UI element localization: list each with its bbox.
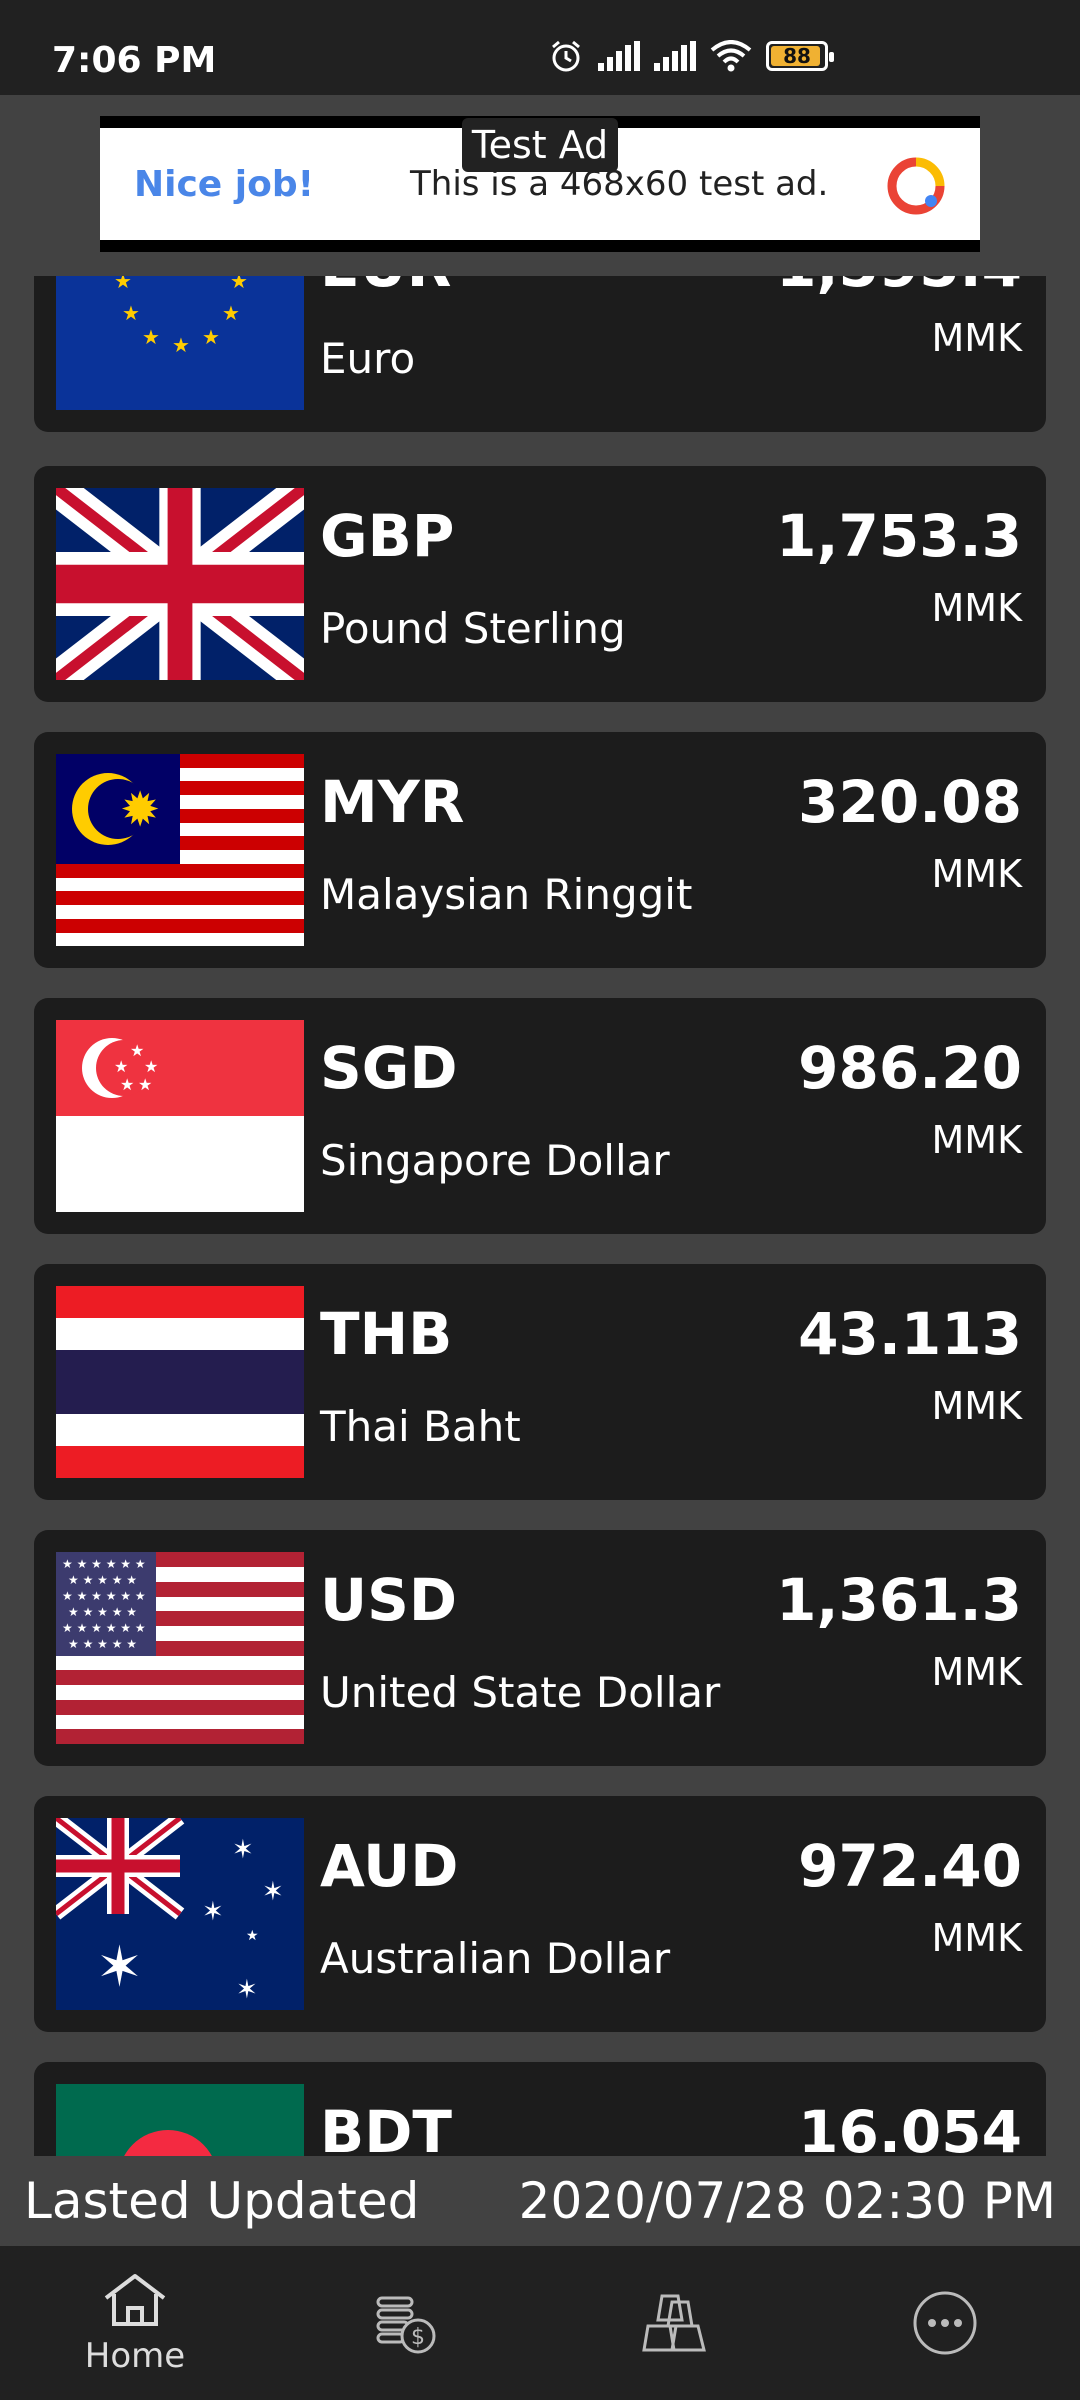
currency-code: USD: [320, 1566, 458, 1634]
svg-text:✶: ✶: [236, 1975, 258, 2005]
currency-rate: 972.40: [798, 1832, 1022, 1900]
svg-text:✶: ✶: [202, 1897, 224, 1927]
currency-name: Thai Baht: [320, 1402, 521, 1451]
currency-rate: 1,361.3: [776, 1566, 1022, 1634]
svg-text:★ ★ ★ ★ ★ ★: ★ ★ ★ ★ ★ ★: [62, 1589, 146, 1603]
alarm-icon: [552, 40, 580, 72]
nav-exchange[interactable]: $: [270, 2246, 540, 2400]
rate-card-gbp[interactable]: GBP Pound Sterling 1,753.3 MMK: [34, 466, 1046, 702]
eu-flag-icon: ★★ ★★ ★★ ★★★: [56, 276, 304, 410]
svg-text:★: ★: [122, 301, 140, 325]
bottom-navigation: Home $: [0, 2246, 1080, 2400]
nav-more[interactable]: [810, 2246, 1080, 2400]
svg-text:★: ★: [114, 1057, 128, 1076]
status-icons: 88: [548, 38, 834, 74]
currency-unit: MMK: [931, 1118, 1023, 1162]
status-bar: 7:06 PM 88: [0, 0, 1080, 95]
currency-name: Malaysian Ringgit: [320, 870, 693, 919]
svg-text:★ ★ ★ ★ ★: ★ ★ ★ ★ ★: [68, 1573, 137, 1587]
svg-text:★ ★ ★ ★ ★ ★: ★ ★ ★ ★ ★ ★: [62, 1621, 146, 1635]
currency-code: THB: [320, 1300, 453, 1368]
currency-name: Singapore Dollar: [320, 1136, 670, 1185]
test-ad-label: Test Ad: [462, 118, 618, 172]
last-updated-datetime: 2020/07/28 02:30 PM: [518, 2172, 1056, 2230]
currency-code: GBP: [320, 502, 455, 570]
wifi-icon: [710, 40, 752, 72]
thailand-flag-icon: [56, 1286, 304, 1478]
home-icon: [100, 2270, 170, 2330]
svg-text:$: $: [411, 2325, 425, 2350]
currency-rate: 1,753.3: [776, 502, 1022, 570]
currency-unit: MMK: [931, 316, 1023, 360]
svg-text:★: ★: [172, 333, 190, 357]
svg-text:★: ★: [144, 1057, 158, 1076]
rate-card-usd[interactable]: ★ ★ ★ ★ ★ ★ ★ ★ ★ ★ ★ ★ ★ ★ ★ ★ ★ ★ ★ ★ ★ …: [34, 1530, 1046, 1766]
currency-unit: MMK: [931, 1916, 1023, 1960]
status-time: 7:06 PM: [52, 40, 217, 81]
svg-text:★ ★ ★ ★ ★: ★ ★ ★ ★ ★: [68, 1605, 137, 1619]
svg-text:★ ★ ★ ★ ★ ★: ★ ★ ★ ★ ★ ★: [62, 1557, 146, 1571]
rate-card-aud[interactable]: ✶ ✶ ✶ ✶ ✶ ★ AUD Australian Dollar 972.40…: [34, 1796, 1046, 2032]
singapore-flag-icon: ★ ★ ★ ★ ★: [56, 1020, 304, 1212]
currency-rate: 16.054: [798, 2098, 1022, 2156]
svg-text:★: ★: [202, 325, 220, 349]
currency-rate: 986.20: [798, 1034, 1022, 1102]
svg-text:✶: ✶: [262, 1877, 284, 1907]
currency-name: United State Dollar: [320, 1668, 721, 1717]
australia-flag-icon: ✶ ✶ ✶ ✶ ✶ ★: [56, 1818, 304, 2010]
gold-bars-icon: [640, 2288, 710, 2358]
coins-icon: $: [370, 2288, 440, 2358]
rate-card-myr[interactable]: ✹ MYR Malaysian Ringgit 320.08 MMK: [34, 732, 1046, 968]
svg-text:★: ★: [114, 276, 132, 293]
uk-flag-icon: [56, 488, 304, 680]
svg-text:★: ★: [120, 1075, 134, 1094]
svg-text:✶: ✶: [96, 1935, 143, 2000]
last-updated-bar: Lasted Updated 2020/07/28 02:30 PM: [0, 2156, 1080, 2246]
svg-text:✹: ✹: [120, 782, 160, 838]
nav-gold[interactable]: [540, 2246, 810, 2400]
usa-flag-icon: ★ ★ ★ ★ ★ ★ ★ ★ ★ ★ ★ ★ ★ ★ ★ ★ ★ ★ ★ ★ ★ …: [56, 1552, 304, 1744]
currency-code: BDT: [320, 2098, 452, 2156]
currency-rate: 1,595.4: [776, 276, 1022, 300]
currency-code: MYR: [320, 768, 465, 836]
malaysia-flag-icon: ✹: [56, 754, 304, 946]
rate-card-eur[interactable]: ★★ ★★ ★★ ★★★ EUR Euro 1,595.4 MMK: [34, 276, 1046, 432]
svg-text:★ ★ ★ ★ ★: ★ ★ ★ ★ ★: [68, 1637, 137, 1651]
currency-code: SGD: [320, 1034, 458, 1102]
svg-text:✶: ✶: [232, 1835, 254, 1865]
svg-text:★: ★: [246, 1928, 259, 1944]
currency-code: EUR: [320, 276, 451, 300]
rate-list[interactable]: ★★ ★★ ★★ ★★★ EUR Euro 1,595.4 MMK GBP Po…: [0, 276, 1080, 2156]
svg-text:★: ★: [222, 301, 240, 325]
signal-icon: [598, 41, 640, 71]
signal-icon-2: [654, 41, 696, 71]
currency-rate: 320.08: [798, 768, 1022, 836]
ad-nice-text: Nice job!: [134, 163, 315, 205]
rate-card-bdt[interactable]: BDT 16.054: [34, 2062, 1046, 2156]
more-icon: [910, 2288, 980, 2358]
currency-name: Australian Dollar: [320, 1934, 671, 1983]
battery-level: 88: [783, 44, 811, 68]
currency-name: Euro: [320, 334, 416, 383]
nav-home[interactable]: Home: [0, 2246, 270, 2400]
svg-text:★: ★: [130, 1041, 144, 1060]
currency-unit: MMK: [931, 1384, 1023, 1428]
svg-text:★: ★: [138, 1075, 152, 1094]
currency-name: Pound Sterling: [320, 604, 626, 653]
svg-text:★: ★: [230, 276, 248, 293]
currency-unit: MMK: [931, 852, 1023, 896]
rate-card-sgd[interactable]: ★ ★ ★ ★ ★ SGD Singapore Dollar 986.20 MMK: [34, 998, 1046, 1234]
currency-unit: MMK: [931, 1650, 1023, 1694]
battery-icon: 88: [766, 41, 834, 71]
svg-text:★: ★: [142, 325, 160, 349]
bangladesh-flag-icon: [56, 2084, 304, 2156]
currency-unit: MMK: [931, 586, 1023, 630]
currency-rate: 43.113: [798, 1300, 1022, 1368]
rate-card-thb[interactable]: THB Thai Baht 43.113 MMK: [34, 1264, 1046, 1500]
ad-logo-icon: [887, 157, 945, 215]
currency-code: AUD: [320, 1832, 459, 1900]
nav-home-label: Home: [84, 2336, 186, 2376]
last-updated-label: Lasted Updated: [24, 2172, 420, 2230]
